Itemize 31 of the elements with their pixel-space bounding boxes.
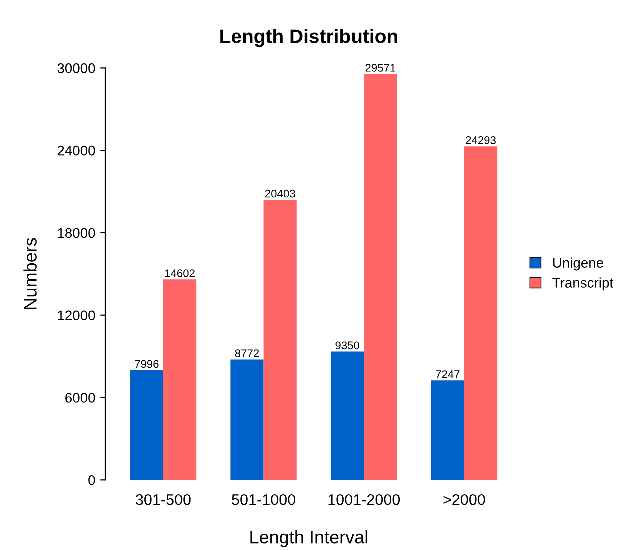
- bar: [431, 380, 464, 480]
- bar: [163, 280, 197, 480]
- data-label: 7996: [135, 360, 159, 368]
- y-axis-title: Numbers: [24, 238, 37, 310]
- data-label: 9350: [336, 342, 360, 350]
- y-tick-label: 12000: [58, 310, 96, 321]
- x-tick-label: 301-500: [136, 494, 191, 506]
- data-label: 24293: [466, 136, 496, 144]
- chart-title: Length Distribution: [220, 29, 398, 48]
- x-tick-label: 1001-2000: [328, 494, 400, 506]
- data-label: 20403: [265, 190, 296, 198]
- bar: [331, 352, 364, 480]
- y-tick-label: 24000: [58, 146, 96, 156]
- data-label: 8772: [235, 350, 260, 358]
- y-tick-label: 30000: [58, 64, 96, 74]
- legend-label: Unigene: [553, 258, 604, 271]
- x-tick-label: 501-1000: [232, 494, 296, 506]
- data-label: 29571: [366, 64, 396, 72]
- data-label: 14602: [165, 270, 195, 278]
- y-tick-label: 6000: [66, 393, 96, 403]
- y-tick-label: 0: [88, 475, 96, 486]
- bar: [464, 146, 498, 480]
- y-tick-label: 18000: [58, 228, 96, 238]
- bar: [264, 200, 297, 480]
- x-axis-title: Length Interval: [250, 530, 368, 548]
- data-label: 7247: [436, 370, 460, 378]
- x-tick-label: >2000: [444, 494, 486, 506]
- legend-label: Transcript: [552, 278, 614, 291]
- bar: [230, 360, 264, 480]
- bar: [364, 74, 398, 480]
- bar: [130, 370, 164, 480]
